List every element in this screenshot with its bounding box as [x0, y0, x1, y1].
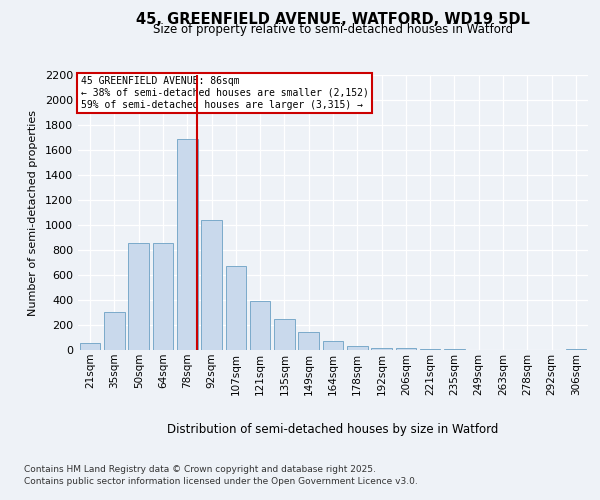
Y-axis label: Number of semi-detached properties: Number of semi-detached properties: [28, 110, 38, 316]
Bar: [323, 340, 343, 350]
Bar: [420, 349, 440, 350]
Bar: [298, 332, 319, 350]
Text: 45 GREENFIELD AVENUE: 86sqm
← 38% of semi-detached houses are smaller (2,152)
59: 45 GREENFIELD AVENUE: 86sqm ← 38% of sem…: [80, 76, 368, 110]
Text: Contains HM Land Registry data © Crown copyright and database right 2025.: Contains HM Land Registry data © Crown c…: [24, 465, 376, 474]
Bar: [250, 301, 271, 350]
Bar: [104, 312, 125, 350]
Bar: [128, 242, 149, 350]
Bar: [177, 138, 197, 350]
Bar: [80, 343, 100, 350]
Text: Size of property relative to semi-detached houses in Watford: Size of property relative to semi-detach…: [153, 24, 513, 36]
Bar: [201, 220, 222, 350]
Text: 45, GREENFIELD AVENUE, WATFORD, WD19 5DL: 45, GREENFIELD AVENUE, WATFORD, WD19 5DL: [136, 12, 530, 28]
Bar: [274, 320, 295, 350]
Bar: [371, 348, 392, 350]
Text: Contains public sector information licensed under the Open Government Licence v3: Contains public sector information licen…: [24, 478, 418, 486]
Bar: [395, 348, 416, 350]
Bar: [566, 349, 586, 350]
Text: Distribution of semi-detached houses by size in Watford: Distribution of semi-detached houses by …: [167, 422, 499, 436]
Bar: [152, 243, 173, 350]
Bar: [347, 346, 368, 350]
Bar: [226, 266, 246, 350]
